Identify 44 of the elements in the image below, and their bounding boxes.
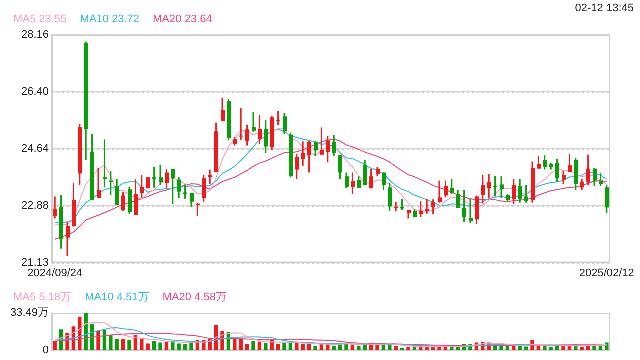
bar bbox=[252, 341, 256, 350]
bar bbox=[295, 343, 299, 350]
bar bbox=[500, 346, 504, 350]
bar bbox=[152, 341, 156, 350]
candlestick bbox=[146, 178, 150, 189]
text: MA10 4.51万 bbox=[85, 292, 150, 304]
text: 02-12 13:45 bbox=[575, 2, 634, 15]
text: MA5 23.55 bbox=[14, 14, 67, 26]
text: MA5 5.18万 bbox=[14, 292, 72, 304]
bar bbox=[121, 339, 126, 350]
y-tick-label: 28.16 bbox=[21, 29, 49, 42]
bar bbox=[190, 342, 194, 350]
bar bbox=[282, 342, 286, 350]
y-tick-label: 33.49万 bbox=[10, 307, 49, 320]
x-tick-label: 2025/02/12 bbox=[579, 267, 634, 280]
bar bbox=[233, 338, 237, 350]
bar bbox=[332, 346, 336, 350]
bar bbox=[128, 340, 132, 350]
y-tick-label: 21.13 bbox=[21, 256, 49, 269]
text: MA20 23.64 bbox=[153, 14, 212, 26]
y-tick-label: 26.40 bbox=[21, 86, 49, 98]
bar bbox=[53, 341, 57, 350]
bar bbox=[177, 344, 181, 350]
bar bbox=[146, 344, 150, 350]
x-tick-label: 2024/09/24 bbox=[28, 267, 83, 280]
bar bbox=[96, 331, 100, 350]
bar bbox=[301, 344, 305, 350]
bar bbox=[115, 339, 119, 350]
text: MA20 4.58万 bbox=[162, 292, 227, 304]
bar bbox=[140, 338, 144, 350]
y-tick-label: 22.88 bbox=[21, 200, 49, 212]
bar bbox=[239, 338, 243, 350]
bar bbox=[264, 343, 268, 350]
y-tick-label: 0 bbox=[42, 344, 49, 356]
bar bbox=[357, 346, 361, 350]
bar bbox=[394, 346, 398, 350]
y-tick-label: 24.64 bbox=[21, 143, 49, 156]
bar bbox=[109, 335, 113, 350]
text: MA10 23.72 bbox=[80, 14, 140, 26]
bar bbox=[84, 313, 88, 350]
bar bbox=[158, 342, 162, 350]
bar bbox=[270, 340, 274, 350]
bar bbox=[314, 346, 318, 350]
bar bbox=[543, 346, 547, 350]
